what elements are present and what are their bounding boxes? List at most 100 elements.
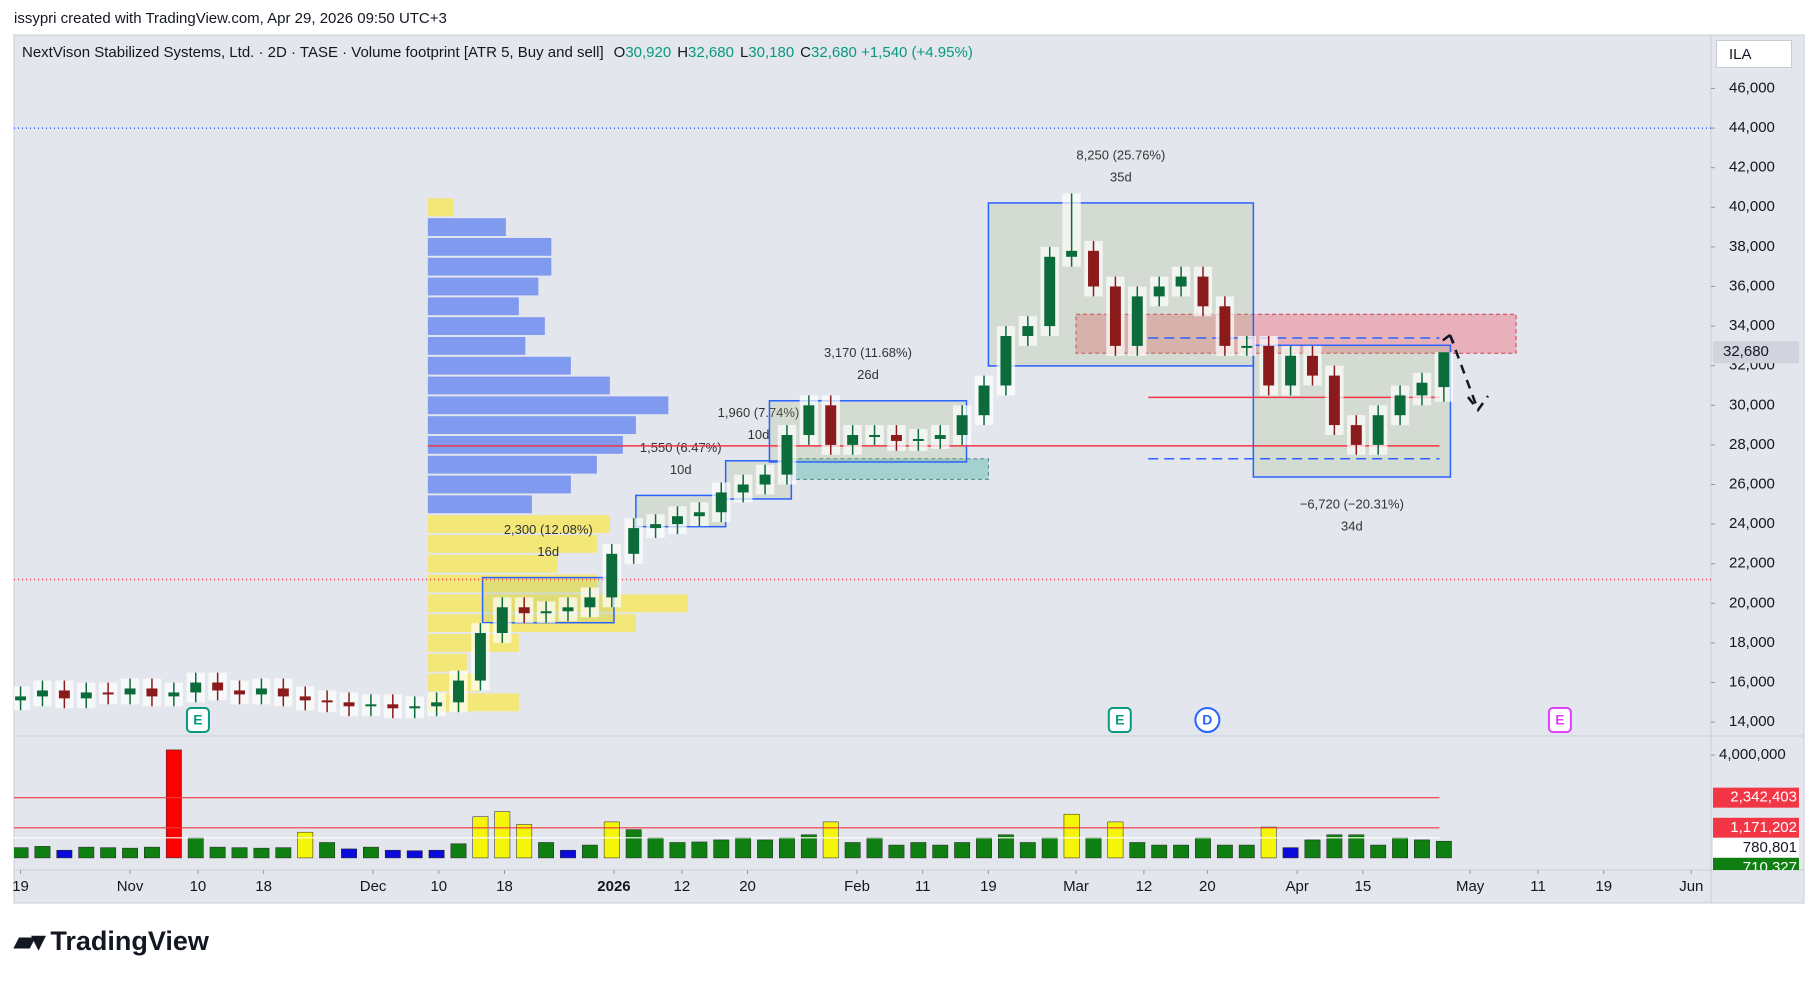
volume-bar bbox=[122, 847, 138, 859]
candle-body bbox=[1088, 250, 1099, 287]
candle-body bbox=[825, 405, 837, 445]
range-days: 10d bbox=[748, 427, 770, 442]
y-tick-label: 44,000 bbox=[1729, 119, 1775, 136]
volume-bar bbox=[800, 834, 817, 859]
currency-button[interactable]: ILA bbox=[1716, 40, 1792, 68]
profile-bar bbox=[427, 435, 623, 454]
volume-bar bbox=[910, 842, 927, 859]
candle-body bbox=[628, 528, 640, 554]
volume-bar bbox=[78, 846, 95, 859]
y-tick-label: 36,000 bbox=[1729, 277, 1775, 294]
ohlc-value: 32,680 bbox=[811, 44, 857, 61]
candle-body bbox=[1066, 250, 1078, 257]
range-days: 35d bbox=[1110, 169, 1132, 184]
volume-bar bbox=[888, 844, 905, 859]
volume-bar bbox=[14, 847, 29, 859]
volume-bar bbox=[822, 821, 839, 859]
volume-bar bbox=[341, 848, 357, 859]
volume-ma-label: 1,171,202 bbox=[1730, 819, 1797, 836]
credit: issypri created with TradingView.com, Ap… bbox=[14, 10, 447, 27]
volume-bar bbox=[100, 847, 117, 859]
x-tick-label: 11 bbox=[915, 878, 931, 895]
range-days: 34d bbox=[1341, 518, 1363, 533]
volume-bar bbox=[669, 842, 686, 859]
x-tick-label: Feb bbox=[844, 878, 870, 895]
event-label: E bbox=[193, 712, 202, 728]
candle-body bbox=[277, 688, 289, 697]
y-tick-label: 46,000 bbox=[1729, 79, 1775, 96]
y-tick-label: 22,000 bbox=[1729, 555, 1775, 572]
volume-bar bbox=[1348, 834, 1365, 859]
volume-bar bbox=[954, 842, 971, 859]
candle-body bbox=[934, 435, 946, 439]
candle-body bbox=[518, 607, 530, 614]
x-tick-label: 20 bbox=[1199, 878, 1216, 895]
volume-bar bbox=[406, 850, 423, 859]
x-tick-label: 19 bbox=[980, 878, 997, 895]
profile-bar bbox=[427, 416, 636, 435]
candle-body bbox=[540, 611, 552, 614]
y-tick-label: 34,000 bbox=[1729, 317, 1775, 334]
volume-bar bbox=[319, 842, 336, 859]
volume-ma-label: 710,327 bbox=[1743, 859, 1797, 876]
volume-bar bbox=[450, 843, 467, 859]
candle-body bbox=[1241, 345, 1253, 348]
last-price-box bbox=[1713, 341, 1799, 364]
volume-bar bbox=[209, 846, 226, 859]
profile-bar bbox=[427, 257, 552, 276]
candle-body bbox=[803, 405, 815, 436]
candle-body bbox=[1000, 335, 1012, 386]
candle-body bbox=[847, 435, 859, 445]
volume-bar bbox=[932, 844, 949, 859]
candle-body bbox=[759, 474, 771, 485]
y-tick-label: 26,000 bbox=[1729, 475, 1775, 492]
volume-bar bbox=[538, 842, 555, 859]
candle-body bbox=[978, 385, 990, 416]
candle-body bbox=[715, 492, 727, 513]
range-label: 2,300 (12.08%) bbox=[504, 522, 593, 537]
x-tick-label: 20 bbox=[739, 878, 756, 895]
profile-bar bbox=[427, 455, 597, 474]
candle-body bbox=[869, 435, 881, 438]
last-price-label: 32,680 bbox=[1723, 343, 1769, 360]
y-tick-label: 18,000 bbox=[1729, 634, 1775, 651]
candle-body bbox=[409, 706, 421, 709]
volume-bar bbox=[253, 847, 270, 859]
volume-bar bbox=[603, 821, 620, 859]
ohlc-value: 30,180 bbox=[748, 44, 795, 61]
logo: ▰▾ TradingView bbox=[14, 926, 209, 957]
candle-body bbox=[1350, 425, 1362, 445]
profile-bar bbox=[427, 218, 506, 236]
volume-bar bbox=[297, 831, 314, 859]
x-tick-label: 12 bbox=[674, 878, 691, 895]
profile-bar bbox=[427, 277, 539, 296]
profile-bar bbox=[427, 475, 571, 494]
chart-background bbox=[13, 34, 1805, 904]
volume-bar bbox=[1392, 837, 1408, 859]
volume-bar bbox=[1041, 837, 1058, 859]
x-tick-label: 12 bbox=[1136, 878, 1153, 895]
volume-bar bbox=[165, 749, 182, 859]
volume-bar bbox=[1216, 844, 1233, 859]
legend: NextVison Stabilized Systems, Ltd. · 2D … bbox=[22, 44, 973, 61]
x-tick-label: 18 bbox=[255, 878, 272, 895]
candle-body bbox=[1285, 355, 1297, 386]
candle-body bbox=[453, 680, 464, 703]
event-icon bbox=[185, 707, 210, 733]
candle-body bbox=[1044, 256, 1056, 327]
volume-bar bbox=[34, 846, 51, 859]
volume-ma-box bbox=[1713, 857, 1799, 870]
profile-bar bbox=[427, 396, 669, 415]
profile-bar bbox=[427, 317, 545, 336]
candle-body bbox=[1372, 415, 1384, 445]
x-tick-label: 19 bbox=[12, 878, 29, 895]
profile-bar bbox=[427, 356, 571, 375]
candle-body bbox=[58, 690, 70, 699]
volume-bar bbox=[384, 849, 401, 859]
candle-body bbox=[693, 512, 705, 517]
candle-body bbox=[671, 516, 683, 525]
y-tick-label: 24,000 bbox=[1729, 515, 1775, 532]
profile-bar bbox=[427, 237, 552, 256]
candle-body bbox=[146, 688, 158, 697]
ohlc-value: 32,680 bbox=[688, 44, 734, 61]
